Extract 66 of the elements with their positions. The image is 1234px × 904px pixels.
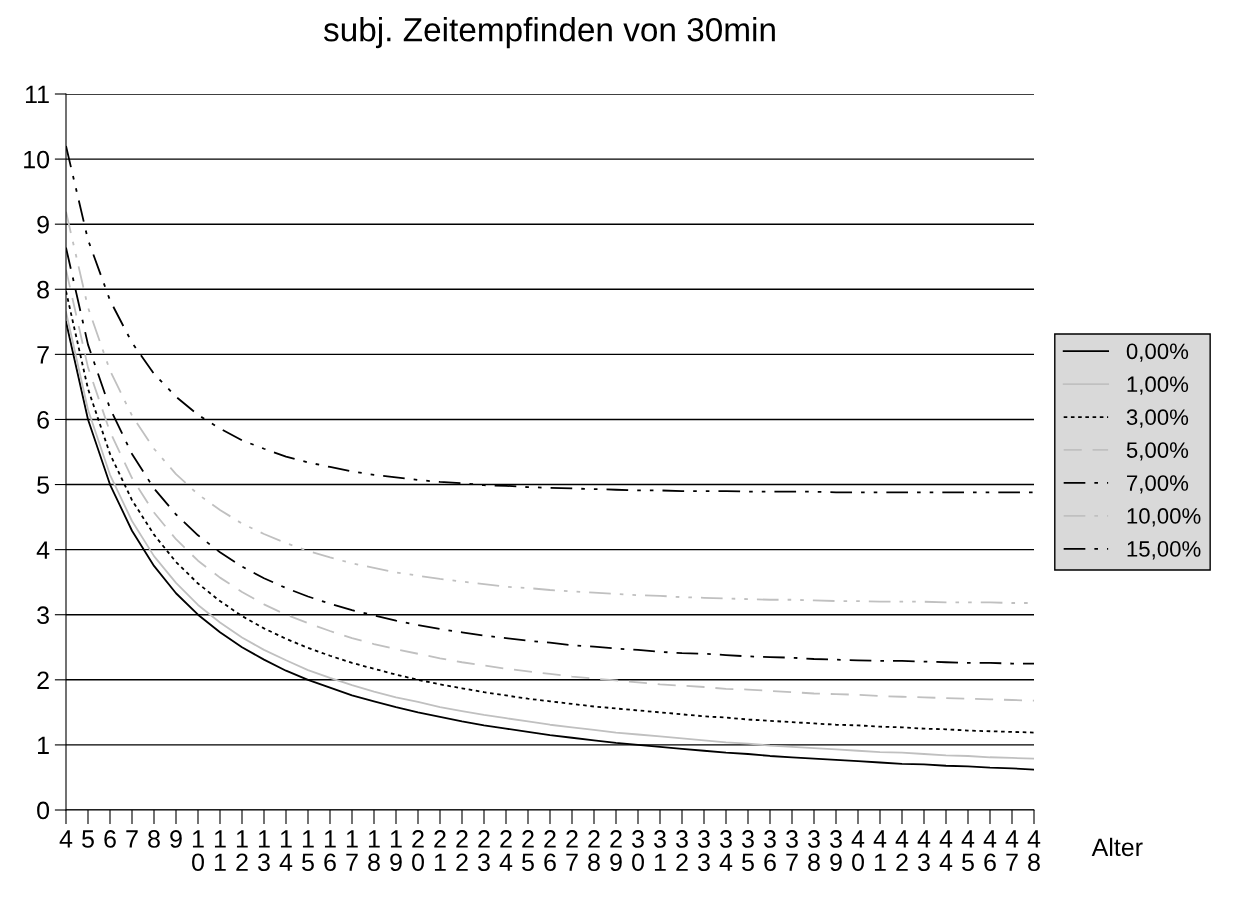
x-tick-label: 38: [808, 830, 820, 872]
legend-label: 15,00%: [1127, 541, 1201, 560]
x-tick-label: 12: [236, 830, 248, 871]
x-tick-label: 39: [830, 830, 842, 872]
x-tick-label: 6: [104, 830, 116, 848]
x-tick-label: 27: [566, 830, 578, 871]
x-tick-label: 24: [499, 830, 513, 871]
legend-label: 7,00%: [1127, 475, 1189, 494]
x-tick-label: 21: [434, 830, 446, 871]
x-tick-label: 32: [676, 830, 688, 871]
x-tick-label: 22: [456, 830, 468, 871]
x-tick-label: 40: [851, 830, 865, 872]
x-tick-label: 30: [632, 830, 644, 872]
y-tick-label: 2: [37, 671, 49, 689]
x-tick-label: 46: [983, 830, 997, 872]
x-tick-label: 18: [368, 830, 380, 872]
legend-label: 10,00%: [1127, 508, 1201, 527]
x-tick-label: 23: [478, 830, 490, 872]
x-tick-label: 37: [786, 830, 798, 871]
x-tick-label: 11: [214, 830, 226, 871]
legend-label: 1,00%: [1127, 376, 1189, 395]
x-tick-label: 29: [610, 830, 622, 872]
legend-label: 5,00%: [1126, 442, 1189, 461]
y-tick-label: 7: [37, 346, 49, 364]
y-tick-label: 4: [36, 541, 50, 559]
x-tick-label: 10: [192, 830, 204, 872]
x-tick-label: 42: [895, 830, 909, 871]
y-tick-label: 10: [24, 150, 50, 169]
x-tick-label: 20: [412, 830, 424, 872]
x-tick-label: 9: [170, 830, 182, 848]
x-axis-title: Alter: [1091, 837, 1143, 857]
x-tick-label: 16: [324, 830, 336, 872]
x-tick-label: 17: [346, 830, 358, 871]
x-tick-label: 26: [544, 830, 556, 872]
x-tick-label: 41: [873, 830, 887, 871]
x-tick-label: 5: [82, 830, 94, 848]
x-tick-label: 15: [302, 830, 314, 872]
y-tick-label: 1: [38, 736, 49, 754]
y-tick-label: 5: [37, 476, 49, 494]
x-tick-label: 44: [939, 830, 953, 871]
x-tick-label: 47: [1005, 830, 1019, 871]
x-tick-label: 36: [764, 830, 776, 872]
y-tick-label: 3: [37, 606, 49, 625]
x-tick-label: 35: [742, 830, 754, 872]
x-tick-label: 28: [588, 830, 600, 872]
y-tick-label: 11: [25, 85, 49, 104]
y-tick-label: 9: [37, 215, 49, 234]
legend-label: 0,00%: [1126, 343, 1189, 362]
x-tick-label: 8: [148, 830, 160, 848]
x-tick-label: 25: [522, 830, 534, 872]
chart-title: subj. Zeitempfinden von 30min: [323, 17, 775, 49]
x-tick-label: 13: [258, 830, 270, 872]
legend-label: 3,00%: [1126, 409, 1189, 428]
x-tick-label: 7: [126, 830, 138, 848]
x-tick-label: 4 5: [961, 830, 975, 872]
y-tick-label: 8: [37, 280, 49, 299]
x-tick-label: 31: [654, 830, 666, 871]
x-tick-label: 33: [698, 830, 710, 872]
x-tick-label: 34: [719, 830, 733, 871]
x-tick-label: 4: [59, 830, 73, 848]
y-tick-label: 6: [37, 411, 49, 429]
x-tick-label: 48: [1027, 830, 1041, 872]
y-tick-label: 0: [37, 801, 50, 820]
x-tick-label: 43: [917, 830, 931, 872]
x-tick-label: 19: [390, 830, 402, 872]
x-tick-label: 14: [279, 830, 293, 871]
